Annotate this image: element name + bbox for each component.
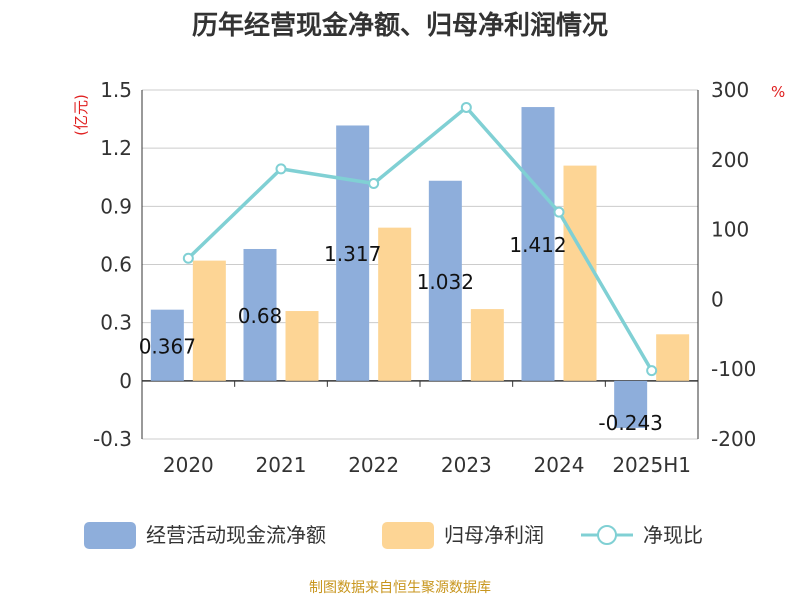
net-profit-bar <box>470 309 504 381</box>
left-tick-label: -0.3 <box>93 427 132 451</box>
ratio-line <box>182 101 658 377</box>
x-tick-label: 2025H1 <box>612 453 691 477</box>
net-profit-bar <box>378 227 412 381</box>
right-axis-unit: % <box>771 83 785 101</box>
bars <box>150 107 690 428</box>
x-tick-label: 2022 <box>348 453 399 477</box>
cashflow-data-label: 1.317 <box>324 242 381 266</box>
legend-swatch <box>382 522 434 549</box>
source-note: 制图数据来自恒生聚源数据库 <box>309 580 491 596</box>
ratio-point <box>646 365 658 377</box>
legend-label: 净现比 <box>643 523 703 547</box>
left-tick-label: 0.3 <box>100 311 132 335</box>
right-tick-label: 300 <box>711 78 749 102</box>
left-tick-label: 0 <box>119 369 132 393</box>
net-profit-bar <box>656 334 690 381</box>
left-tick-label: 1.2 <box>100 136 132 160</box>
right-tick-label: 100 <box>711 218 749 242</box>
cashflow-data-label: 0.367 <box>139 334 196 358</box>
axes: 1.5 1.2 0.9 0.6 0.3 0 -0.3 300 200 100 0 -100 -200 20… <box>93 78 756 477</box>
cashflow-bar <box>521 107 555 381</box>
x-tick-label: 2023 <box>441 453 492 477</box>
legend-label: 经营活动现金流净额 <box>146 523 326 547</box>
net-profit-bar <box>192 260 226 381</box>
legend-swatch <box>84 522 136 549</box>
cashflow-bar <box>428 180 462 381</box>
right-tick-label: -100 <box>711 357 756 381</box>
net-profit-bar <box>285 311 319 381</box>
right-tick-label: -200 <box>711 427 756 451</box>
ratio-point <box>553 206 565 218</box>
legend-line-marker <box>597 525 617 545</box>
cashflow-data-label: 1.032 <box>417 270 474 294</box>
x-tick-label: 2024 <box>534 453 585 477</box>
right-tick-label: 200 <box>711 148 749 172</box>
left-tick-label: 0.6 <box>100 253 132 277</box>
ratio-point <box>460 101 472 113</box>
right-tick-label: 0 <box>711 287 724 311</box>
cashflow-data-label: -0.243 <box>598 411 662 435</box>
left-axis-unit: (亿元) <box>72 94 90 136</box>
legend: 经营活动现金流净额 归母净利润 净现比 <box>84 522 703 549</box>
ratio-point <box>275 163 287 175</box>
net-profit-bar <box>563 165 597 381</box>
cashflow-bar <box>614 380 648 428</box>
chart-title: 历年经营现金净额、归母净利润情况 <box>192 10 608 41</box>
cashflow-bar <box>150 309 184 381</box>
x-tick-label: 2020 <box>163 453 214 477</box>
cashflow-bar <box>243 248 277 381</box>
legend-label: 归母净利润 <box>444 523 544 547</box>
ratio-line-path <box>187 105 654 372</box>
ratio-point <box>368 178 380 190</box>
cashflow-data-label: 1.412 <box>509 233 566 257</box>
x-tick-label: 2021 <box>256 453 307 477</box>
cashflow-bar <box>336 125 370 381</box>
data-labels: 0.367 0.68 1.317 1.032 1.412 -0.243 <box>139 233 663 435</box>
left-tick-label: 0.9 <box>100 194 132 218</box>
cashflow-data-label: 0.68 <box>238 304 283 328</box>
ratio-point <box>182 252 194 264</box>
grid-lines <box>142 89 698 440</box>
left-tick-label: 1.5 <box>100 78 132 102</box>
